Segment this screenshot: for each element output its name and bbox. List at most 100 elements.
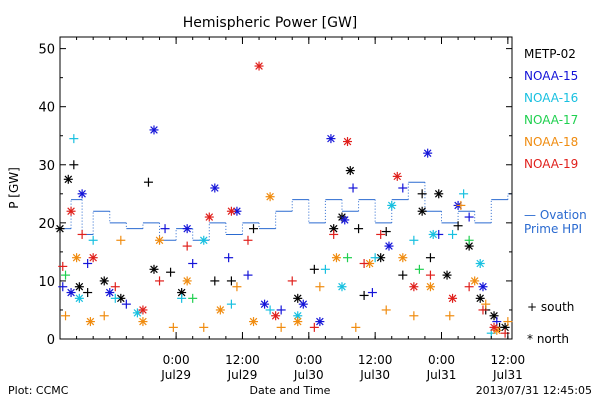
legend: METP-02 NOAA-15 NOAA-16 NOAA-17 NOAA-18 NOAA-… xyxy=(524,47,587,346)
star-d2 xyxy=(393,172,402,181)
north-star-point xyxy=(293,293,303,303)
y-axis-label: P [GW] xyxy=(7,167,21,209)
south-plus-point xyxy=(464,235,474,245)
star-d2 xyxy=(249,317,258,326)
star-d2 xyxy=(365,259,374,268)
south-plus-point xyxy=(417,189,427,199)
north-star-point xyxy=(63,174,73,184)
south-plus-point xyxy=(464,212,474,222)
south-plus-point xyxy=(121,299,131,309)
star-d2 xyxy=(67,288,75,297)
x-tick-label-date: Jul30 xyxy=(359,368,390,382)
north-star-point xyxy=(500,322,510,332)
north-star-point xyxy=(55,224,65,234)
north-star-point xyxy=(210,183,220,193)
north-star-point xyxy=(66,288,76,298)
star-d2 xyxy=(293,294,302,303)
north-star-point xyxy=(417,206,427,216)
north-star-point xyxy=(260,299,270,309)
south-plus-point xyxy=(448,229,458,239)
y-tick-label: 30 xyxy=(38,159,55,174)
star-d2 xyxy=(448,294,457,303)
star-d2 xyxy=(183,277,191,285)
north-star-point xyxy=(265,192,275,202)
star-d2 xyxy=(75,294,84,303)
star-d2 xyxy=(78,190,86,198)
south-plus-point xyxy=(210,276,220,286)
x-axis: 0:00Jul2912:00Jul290:00Jul3012:00Jul300:… xyxy=(76,37,526,382)
star-d2 xyxy=(64,175,73,184)
south-plus-point xyxy=(453,221,463,231)
south-plus-point xyxy=(110,293,120,303)
north-star-point xyxy=(232,206,242,216)
star-d2 xyxy=(329,224,338,233)
south-plus-point xyxy=(58,261,68,271)
north-star-point xyxy=(464,241,474,251)
x-tick-label-date: Jul29 xyxy=(227,368,258,382)
north-star-point xyxy=(331,253,341,263)
north-star-point xyxy=(442,270,452,280)
south-plus-point xyxy=(61,270,71,280)
star-d2 xyxy=(490,323,498,332)
north-star-point xyxy=(155,235,165,245)
x-tick-label-date: Jul31 xyxy=(426,368,457,382)
north-star-point xyxy=(105,288,115,298)
star-d2 xyxy=(410,282,418,291)
south-plus-point xyxy=(351,322,361,332)
south-plus-point xyxy=(414,264,424,274)
star-d2 xyxy=(429,230,438,239)
star-d2 xyxy=(490,311,498,320)
star-d2 xyxy=(211,184,219,192)
legend-entry: NOAA-15 xyxy=(524,69,578,83)
chart-title: Hemispheric Power [GW] xyxy=(183,15,358,31)
star-d2 xyxy=(75,282,84,291)
star-d2 xyxy=(343,137,352,146)
star-d2 xyxy=(346,166,355,175)
star-d2 xyxy=(150,265,158,274)
star-d2 xyxy=(89,253,97,262)
star-d2 xyxy=(293,311,302,320)
south-plus-point xyxy=(276,305,286,315)
south-plus-point xyxy=(88,235,98,245)
star-d2 xyxy=(443,271,451,279)
y-tick-label: 40 xyxy=(38,101,55,116)
star-d2 xyxy=(56,224,64,233)
star-d2 xyxy=(199,236,208,245)
star-d2 xyxy=(216,306,225,314)
south-plus-point xyxy=(83,259,93,268)
star-d2 xyxy=(133,309,142,317)
x-axis-label: Date and Time xyxy=(250,384,331,397)
legend-entry: NOAA-19 xyxy=(524,157,578,171)
north-star-point xyxy=(77,189,87,199)
south-plus-point xyxy=(155,276,165,286)
south-plus-point xyxy=(276,322,286,332)
star-d2 xyxy=(139,306,147,314)
y-tick-label: 10 xyxy=(38,275,55,290)
north-star-point xyxy=(345,166,355,176)
north-star-point xyxy=(132,308,142,318)
plot-frame xyxy=(59,36,513,340)
south-plus-point xyxy=(143,177,153,187)
south-plus-point xyxy=(370,253,380,263)
star-d2 xyxy=(385,242,393,250)
south-plus-point xyxy=(381,227,391,237)
south-plus-point xyxy=(329,229,339,239)
timestamp: 2013/07/31 12:45:05 xyxy=(476,384,592,397)
x-tick-label-time: 12:00 xyxy=(491,353,526,367)
south-plus-point xyxy=(226,299,236,309)
north-star-point xyxy=(475,293,485,303)
south-plus-point xyxy=(199,322,209,332)
south-plus-point xyxy=(99,311,109,321)
star-d2 xyxy=(72,253,81,262)
south-plus-point xyxy=(409,311,419,321)
south-plus-point xyxy=(83,288,93,298)
south-plus-point xyxy=(69,134,79,144)
north-star-point xyxy=(66,206,76,216)
south-plus-point xyxy=(381,305,391,315)
north-star-point xyxy=(88,253,98,263)
south-plus-point xyxy=(343,253,353,263)
north-star-point xyxy=(423,148,433,158)
star-d2 xyxy=(255,62,263,70)
north-star-point xyxy=(425,282,435,292)
star-d2 xyxy=(465,242,473,250)
